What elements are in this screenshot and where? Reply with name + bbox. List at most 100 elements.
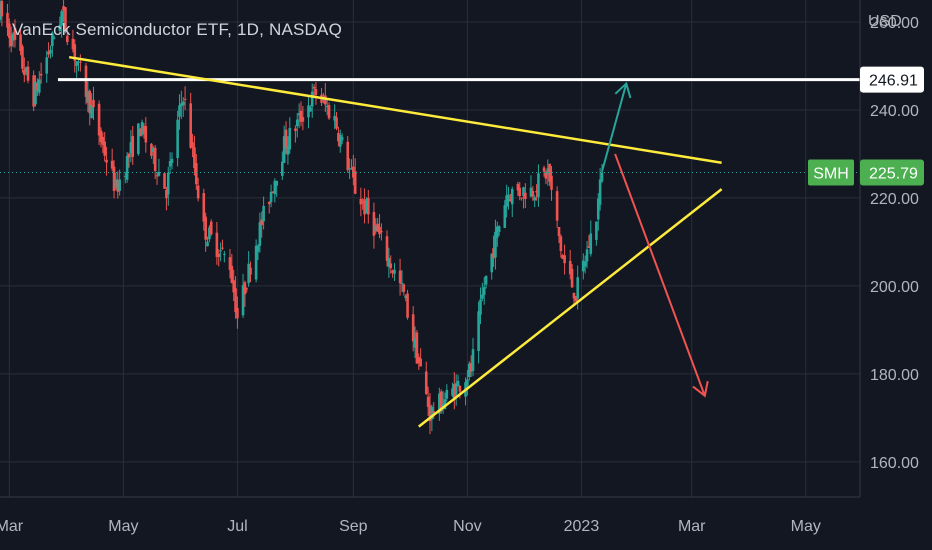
candle	[516, 181, 520, 196]
candle	[258, 212, 262, 253]
candle-body	[430, 406, 434, 420]
candle	[166, 166, 170, 206]
candle	[71, 29, 75, 53]
candle-body	[587, 246, 591, 248]
candle	[223, 250, 226, 263]
x-tick-label: Jul	[227, 518, 247, 535]
candle-body	[273, 180, 277, 195]
candle-body	[103, 141, 106, 156]
candle	[309, 104, 312, 112]
candle-body	[45, 57, 49, 74]
candle	[92, 86, 95, 120]
candle	[202, 188, 206, 231]
time-axis[interactable]: Mar May Jul Sep Nov 2023 Mar May	[0, 496, 932, 550]
candle-body	[503, 205, 507, 228]
candle-body	[365, 201, 368, 214]
arrow-down[interactable]	[614, 153, 709, 398]
candle	[402, 283, 406, 296]
candle-body	[404, 295, 407, 299]
candle-body	[337, 133, 340, 142]
candle-body	[73, 44, 77, 61]
candle-body	[445, 389, 449, 399]
candle-body	[524, 192, 527, 200]
candle-body	[275, 180, 278, 186]
candle	[406, 289, 409, 320]
candle	[125, 151, 129, 183]
candle-body	[582, 260, 585, 272]
candle	[105, 146, 108, 176]
candle-body	[415, 332, 419, 364]
candle-body	[367, 198, 370, 215]
candle	[454, 374, 458, 406]
candle	[505, 184, 508, 218]
candle-body	[387, 258, 391, 267]
time-axis-background	[0, 497, 932, 550]
candle-body	[516, 183, 520, 191]
candle-body	[157, 171, 161, 176]
candle-body	[114, 179, 118, 188]
candle	[467, 361, 471, 381]
candle-body	[142, 126, 146, 133]
candle-body	[307, 105, 310, 118]
candle-body	[482, 287, 486, 295]
candle-body	[11, 33, 15, 41]
candle-body	[389, 263, 393, 269]
candle-body	[105, 159, 108, 163]
candle	[75, 61, 78, 78]
candle	[123, 171, 127, 184]
candle	[138, 127, 142, 137]
candle-body	[477, 311, 480, 352]
candle-body	[406, 293, 409, 318]
candle	[13, 19, 17, 48]
candle	[542, 165, 546, 177]
arrow-up[interactable]	[601, 81, 632, 172]
candle-body	[471, 349, 475, 371]
candle-body	[458, 385, 462, 392]
candle-body	[350, 168, 353, 170]
candle	[99, 127, 103, 148]
candle-body	[494, 231, 497, 258]
candle-body	[86, 90, 90, 103]
candle-body	[481, 294, 484, 299]
candle-body	[438, 393, 441, 414]
candle-body	[570, 268, 574, 288]
candle-body	[469, 363, 473, 372]
candle-body	[529, 187, 533, 197]
candle-body	[256, 245, 260, 252]
candle	[228, 248, 232, 279]
candle	[494, 219, 497, 270]
candle-body	[325, 105, 329, 107]
candle	[426, 386, 430, 416]
candle-body	[454, 383, 458, 395]
upper-trendline[interactable]	[68, 55, 722, 164]
candle	[492, 235, 495, 267]
trendlines[interactable]	[68, 55, 723, 428]
arrow-head	[692, 380, 709, 398]
candle	[496, 221, 499, 247]
candle	[51, 31, 54, 57]
candle	[0, 0, 4, 27]
candle	[413, 326, 417, 358]
candle	[267, 201, 271, 214]
candle	[372, 202, 376, 249]
projection-arrows[interactable]	[601, 81, 709, 398]
candle-body	[598, 179, 602, 205]
lower-trendline[interactable]	[418, 188, 723, 428]
candle-body	[178, 105, 181, 117]
candle	[471, 337, 475, 377]
candle	[196, 177, 200, 202]
candle-body	[361, 201, 364, 203]
candle	[209, 219, 213, 236]
candle	[206, 236, 209, 247]
candle-body	[267, 201, 271, 204]
candle	[183, 86, 187, 110]
candle	[365, 197, 368, 214]
chart-title: VanEck Semiconductor ETF, 1D, NASDAQ	[12, 20, 343, 39]
candle	[21, 44, 24, 73]
candle-body	[385, 236, 389, 261]
candle-body	[391, 270, 394, 273]
candle-body	[228, 257, 232, 270]
candle-body	[363, 199, 366, 215]
candle-body	[84, 65, 88, 97]
